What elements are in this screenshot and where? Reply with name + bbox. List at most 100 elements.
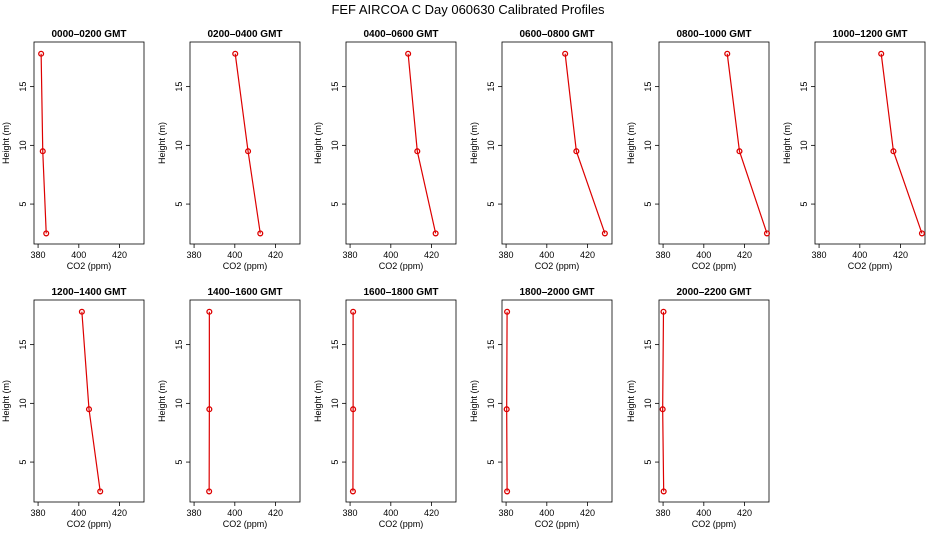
x-tick-label: 400 xyxy=(696,250,711,260)
series-line xyxy=(407,53,437,234)
chart-panel-6: 1000–1200 GMT 380 400 420 5 10 15 CO2 (ppm) Heig… xyxy=(782,29,926,271)
plot-frame xyxy=(189,41,301,245)
data-point xyxy=(245,148,252,155)
y-tick-label: 15 xyxy=(486,340,496,350)
chart-panel-1: 0000–0200 GMT 380 400 420 5 10 15 CO2 (ppm) Heig… xyxy=(1,29,145,271)
y-tick-label: 5 xyxy=(643,202,653,207)
y-tick-label: 5 xyxy=(18,460,28,465)
y-tick-label: 15 xyxy=(643,82,653,92)
y-tick-label: 10 xyxy=(643,140,653,150)
y-tick-label: 15 xyxy=(643,340,653,350)
y-axis-label: Height (m) xyxy=(157,380,167,422)
y-axis-label: Height (m) xyxy=(626,122,636,164)
panel-title: 1600–1800 GMT xyxy=(363,287,438,298)
y-tick-label: 10 xyxy=(18,398,28,408)
data-point xyxy=(206,488,213,495)
chart-panel-3: 0400–0600 GMT 380 400 420 5 10 15 CO2 (ppm) Heig… xyxy=(313,29,457,271)
y-axis-label: Height (m) xyxy=(313,122,323,164)
panel-title: 1200–1400 GMT xyxy=(51,287,126,298)
y-tick-label: 10 xyxy=(330,140,340,150)
chart-panel-4: 0600–0800 GMT 380 400 420 5 10 15 CO2 (ppm) Heig… xyxy=(469,29,613,271)
data-point xyxy=(206,308,213,315)
x-tick-label: 380 xyxy=(187,508,202,518)
y-tick-label: 15 xyxy=(18,340,28,350)
y-axis-label: Height (m) xyxy=(782,122,792,164)
y-axis-label: Height (m) xyxy=(157,122,167,164)
data-point xyxy=(573,148,580,155)
y-axis-label: Height (m) xyxy=(469,380,479,422)
series-line xyxy=(662,311,665,492)
data-point xyxy=(504,488,511,495)
y-tick-label: 15 xyxy=(330,82,340,92)
y-tick-label: 10 xyxy=(643,398,653,408)
panel-title: 1000–1200 GMT xyxy=(832,29,907,40)
y-tick-label: 5 xyxy=(486,460,496,465)
x-axis-label: CO2 (ppm) xyxy=(223,519,268,529)
y-tick-label: 15 xyxy=(486,82,496,92)
y-tick-label: 10 xyxy=(799,140,809,150)
data-point xyxy=(432,230,439,237)
data-point xyxy=(39,148,46,155)
panel-title: 0400–0600 GMT xyxy=(363,29,438,40)
y-axis-label: Height (m) xyxy=(626,380,636,422)
series-line xyxy=(40,53,47,234)
y-axis-label: Height (m) xyxy=(313,380,323,422)
chart-panel-2: 0200–0400 GMT 380 400 420 5 10 15 CO2 (ppm) Heig… xyxy=(157,29,301,271)
plot-frame xyxy=(345,299,457,503)
y-tick-label: 15 xyxy=(174,82,184,92)
data-point xyxy=(562,50,569,57)
y-tick-label: 10 xyxy=(486,398,496,408)
x-axis-label: CO2 (ppm) xyxy=(692,261,737,271)
data-point xyxy=(85,406,93,413)
plot-frame xyxy=(658,299,770,503)
data-point xyxy=(724,50,731,57)
x-tick-label: 380 xyxy=(343,508,358,518)
data-point xyxy=(232,50,239,57)
plot-frame xyxy=(33,299,145,503)
chart-panel-5: 0800–1000 GMT 380 400 420 5 10 15 CO2 (ppm) Heig… xyxy=(626,29,771,271)
data-point xyxy=(890,148,897,155)
series-line xyxy=(234,53,261,234)
y-axis-label: Height (m) xyxy=(469,122,479,164)
panel-title: 2000–2200 GMT xyxy=(676,287,751,298)
data-point xyxy=(659,406,666,413)
y-tick-label: 15 xyxy=(174,340,184,350)
x-tick-label: 400 xyxy=(539,250,554,260)
panel-title: 0000–0200 GMT xyxy=(51,29,126,40)
plot-frame xyxy=(658,41,770,245)
y-tick-label: 5 xyxy=(174,460,184,465)
x-axis-label: CO2 (ppm) xyxy=(379,519,424,529)
x-tick-label: 420 xyxy=(737,250,752,260)
y-axis-label: Height (m) xyxy=(1,380,11,422)
x-tick-label: 380 xyxy=(31,250,46,260)
x-tick-label: 400 xyxy=(227,250,242,260)
x-tick-label: 400 xyxy=(71,250,86,260)
y-tick-label: 15 xyxy=(799,82,809,92)
data-point xyxy=(78,308,85,315)
x-tick-label: 400 xyxy=(852,250,867,260)
plot-frame xyxy=(33,41,145,245)
x-tick-label: 420 xyxy=(112,508,127,518)
data-point xyxy=(504,308,511,315)
data-point xyxy=(97,488,104,495)
data-point xyxy=(414,148,421,155)
data-point xyxy=(43,230,50,237)
x-axis-label: CO2 (ppm) xyxy=(535,261,580,271)
x-tick-label: 380 xyxy=(499,508,514,518)
x-tick-label: 420 xyxy=(268,508,283,518)
x-axis-label: CO2 (ppm) xyxy=(67,519,112,529)
y-tick-label: 10 xyxy=(174,398,184,408)
data-point xyxy=(350,406,357,413)
x-tick-label: 420 xyxy=(737,508,752,518)
x-tick-label: 380 xyxy=(499,250,514,260)
data-point xyxy=(350,308,357,315)
x-tick-label: 380 xyxy=(343,250,358,260)
x-axis-label: CO2 (ppm) xyxy=(848,261,893,271)
data-point xyxy=(601,230,608,237)
y-tick-label: 5 xyxy=(330,202,340,207)
x-tick-label: 420 xyxy=(580,508,595,518)
x-axis-label: CO2 (ppm) xyxy=(223,261,268,271)
x-tick-label: 380 xyxy=(812,250,827,260)
chart-panel-10: 1800–2000 GMT 380 400 420 5 10 15 CO2 (ppm) Heig… xyxy=(469,287,613,529)
